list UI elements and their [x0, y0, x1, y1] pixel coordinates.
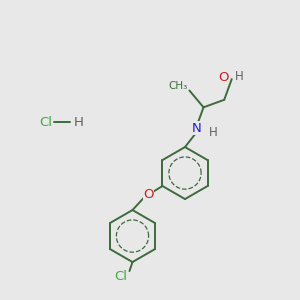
Text: H: H [209, 125, 218, 139]
Text: H: H [74, 116, 84, 128]
Text: O: O [143, 188, 154, 201]
Text: Cl: Cl [39, 116, 52, 128]
Text: H: H [235, 70, 244, 83]
Text: CH₃: CH₃ [168, 82, 188, 92]
Text: O: O [218, 70, 229, 84]
Text: N: N [192, 122, 202, 134]
Text: Cl: Cl [115, 270, 128, 283]
